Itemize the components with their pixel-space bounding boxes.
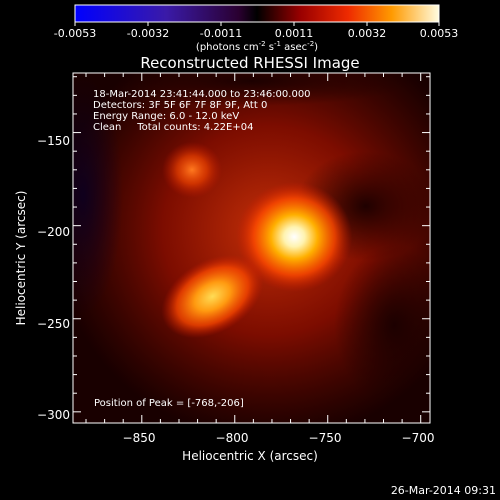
axis-ticks [73,73,430,423]
x-tick-label: −700 [402,431,435,445]
y-tick-label: −150 [37,134,70,148]
y-axis-label: Heliocentric Y (arcsec) [14,191,28,326]
x-tick-label: −750 [309,431,342,445]
dark-region [91,73,412,106]
source-1 [236,181,353,292]
timestamp: 26-Mar-2014 09:31 [391,484,496,497]
rhessi-image [73,73,430,423]
colorbar-tick-label: -0.0032 [127,27,169,40]
x-axis-label: Heliocentric X (arcsec) [182,449,318,463]
colorbar: -0.0053 -0.0032 -0.0011 0.0011 0.0032 0.… [54,4,459,53]
colorbar-tick-label: -0.0011 [200,27,242,40]
colorbar-gradient [74,4,440,23]
plot-frame [72,72,431,424]
colorbar-units: (photons cm-2 s-1 asec-2) [196,40,318,53]
peak-position-label: Position of Peak = [-768,-206] [94,398,244,409]
x-tick-label: −800 [216,431,249,445]
info-block: 18-Mar-2014 23:41:44.000 to 23:46:00.000… [93,89,311,133]
colorbar-ticks [74,22,440,26]
y-tick-label: −200 [37,225,70,239]
colorbar-tick-label: -0.0053 [54,27,96,40]
y-tick-label: −300 [37,408,70,422]
info-energy-range: Energy Range: 6.0 - 12.0 keV [93,111,239,122]
colorbar-tick-label: 0.0032 [348,27,387,40]
colorbar-tick-label: 0.0011 [275,27,314,40]
info-clean-counts: Clean Total counts: 4.22E+04 [93,122,253,133]
plot-title: Reconstructed RHESSI Image [140,54,359,72]
source-2 [161,254,264,338]
info-time-range: 18-Mar-2014 23:41:44.000 to 23:46:00.000 [93,89,311,100]
source-3 [162,141,222,198]
y-tick-label: −250 [37,317,70,331]
dark-region [334,245,430,405]
dark-region [73,75,123,316]
x-tick-label: −850 [123,431,156,445]
colorbar-tick-label: 0.0053 [420,27,459,40]
image-layers [73,73,430,423]
info-detectors: Detectors: 3F 5F 6F 7F 8F 9F, Att 0 [93,100,267,111]
